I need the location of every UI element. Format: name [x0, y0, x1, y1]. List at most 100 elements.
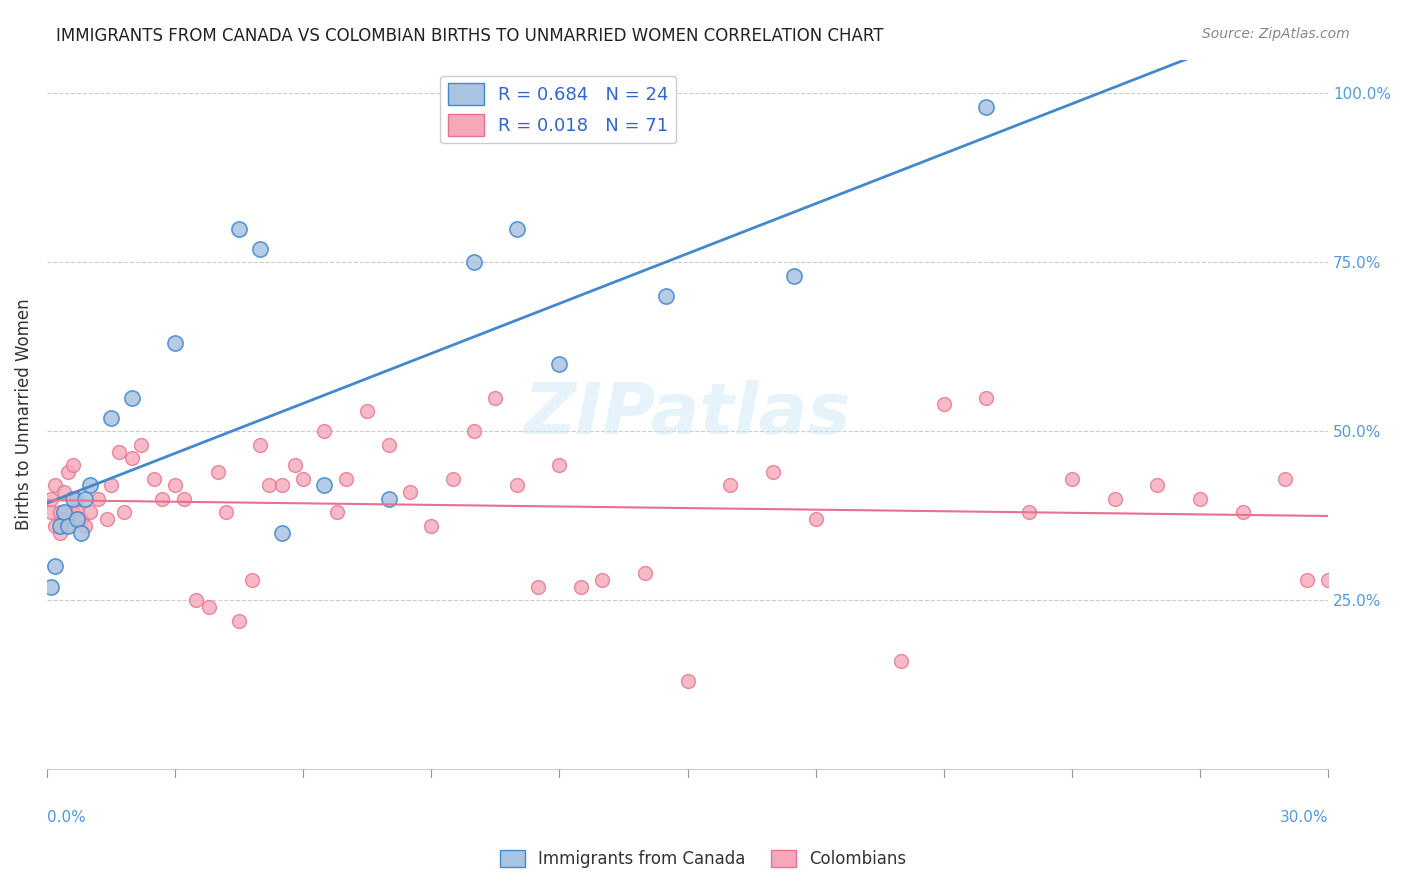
Point: [228, 221, 250, 235]
Point: [655, 289, 678, 303]
Point: [66, 491, 89, 506]
Point: [257, 478, 280, 492]
Point: [39, 505, 62, 519]
Point: [1018, 505, 1040, 519]
Point: [356, 404, 378, 418]
Point: [890, 654, 912, 668]
Legend: R = 0.684   N = 24, R = 0.018   N = 71: R = 0.684 N = 24, R = 0.018 N = 71: [440, 76, 676, 144]
Point: [44, 519, 66, 533]
Point: [1146, 478, 1168, 492]
Point: [75, 519, 97, 533]
Point: [75, 491, 97, 506]
Point: [377, 491, 399, 506]
Point: [70, 525, 93, 540]
Point: [1295, 573, 1317, 587]
Point: [548, 357, 571, 371]
Point: [932, 397, 955, 411]
Text: ZIPatlas: ZIPatlas: [524, 380, 851, 449]
Point: [249, 242, 271, 256]
Point: [39, 491, 62, 506]
Point: [484, 391, 506, 405]
Point: [66, 505, 89, 519]
Point: [100, 478, 122, 492]
Point: [58, 465, 80, 479]
Point: [976, 391, 998, 405]
Point: [79, 505, 101, 519]
Point: [66, 512, 89, 526]
Point: [505, 221, 527, 235]
Point: [207, 465, 229, 479]
Point: [399, 485, 422, 500]
Point: [527, 580, 550, 594]
Point: [377, 438, 399, 452]
Text: 0.0%: 0.0%: [46, 810, 86, 825]
Point: [129, 438, 152, 452]
Point: [100, 410, 122, 425]
Point: [420, 519, 443, 533]
Text: Source: ZipAtlas.com: Source: ZipAtlas.com: [1202, 27, 1350, 41]
Point: [108, 444, 131, 458]
Point: [441, 472, 464, 486]
Point: [463, 255, 485, 269]
Point: [1274, 472, 1296, 486]
Point: [173, 491, 195, 506]
Point: [52, 512, 75, 526]
Point: [292, 472, 315, 486]
Point: [1104, 491, 1126, 506]
Point: [249, 438, 271, 452]
Point: [62, 458, 84, 472]
Point: [1232, 505, 1254, 519]
Point: [58, 519, 80, 533]
Point: [52, 505, 75, 519]
Point: [198, 600, 221, 615]
Point: [284, 458, 307, 472]
Point: [569, 580, 592, 594]
Point: [676, 674, 699, 689]
Point: [163, 478, 186, 492]
Point: [39, 580, 62, 594]
Point: [326, 505, 349, 519]
Y-axis label: Births to Unmarried Women: Births to Unmarried Women: [15, 299, 32, 530]
Point: [112, 505, 135, 519]
Point: [62, 491, 84, 506]
Point: [314, 425, 336, 439]
Point: [548, 458, 571, 472]
Point: [87, 491, 110, 506]
Point: [70, 512, 93, 526]
Point: [52, 485, 75, 500]
Point: [121, 391, 143, 405]
Point: [463, 425, 485, 439]
Point: [718, 478, 741, 492]
Point: [150, 491, 173, 506]
Point: [804, 512, 827, 526]
Point: [314, 478, 336, 492]
Point: [1317, 573, 1340, 587]
Point: [44, 478, 66, 492]
Point: [142, 472, 165, 486]
Point: [1060, 472, 1083, 486]
Point: [163, 336, 186, 351]
Point: [783, 268, 806, 283]
Point: [186, 593, 208, 607]
Point: [270, 478, 292, 492]
Point: [335, 472, 357, 486]
Point: [121, 451, 143, 466]
Point: [1188, 491, 1211, 506]
Point: [762, 465, 785, 479]
Point: [58, 519, 80, 533]
Point: [48, 525, 70, 540]
Point: [505, 478, 527, 492]
Point: [62, 505, 84, 519]
Point: [270, 525, 292, 540]
Point: [228, 614, 250, 628]
Point: [44, 559, 66, 574]
Point: [79, 478, 101, 492]
Point: [591, 573, 613, 587]
Point: [634, 566, 657, 581]
Point: [976, 100, 998, 114]
Point: [96, 512, 118, 526]
Point: [48, 505, 70, 519]
Point: [240, 573, 263, 587]
Text: 30.0%: 30.0%: [1279, 810, 1329, 825]
Point: [48, 519, 70, 533]
